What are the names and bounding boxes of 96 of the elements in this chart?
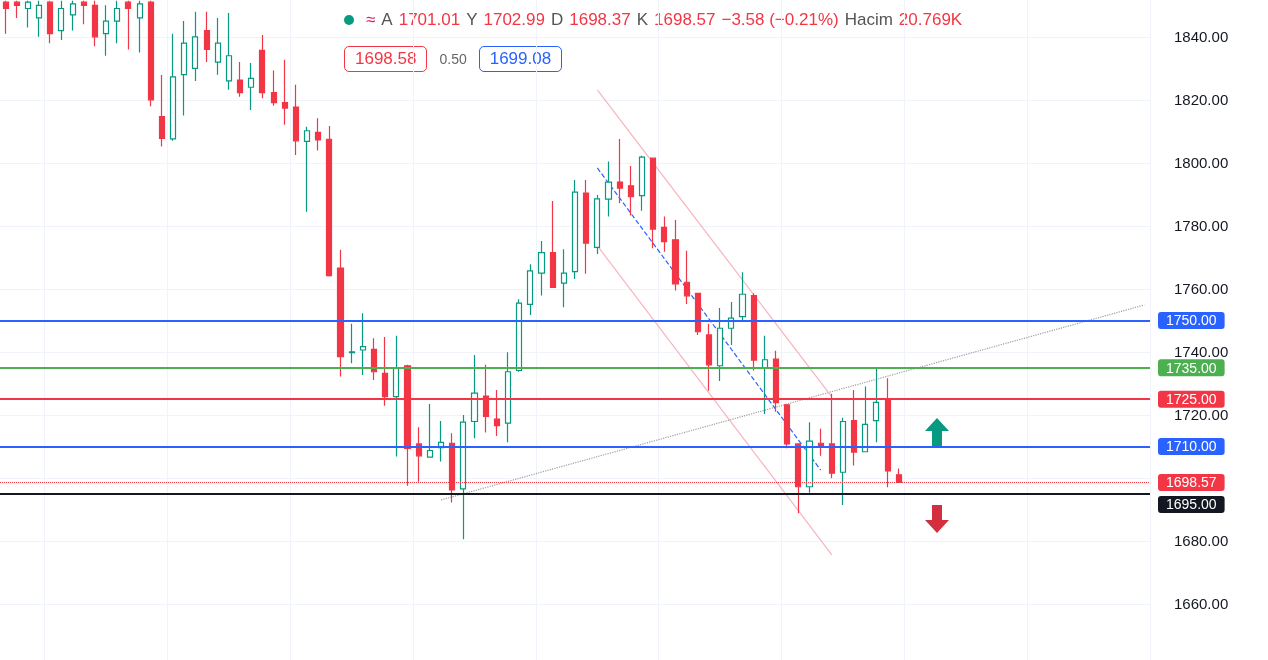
candlestick [839, 417, 847, 506]
candlestick [325, 125, 333, 278]
annotation: D [550, 10, 564, 30]
candlestick [214, 17, 222, 76]
candlestick [560, 248, 568, 308]
annotation: −3.58 (−0.21%) [721, 10, 839, 30]
candlestick [91, 0, 99, 47]
candlestick [225, 12, 233, 91]
annotation: K [636, 10, 649, 30]
candlestick [303, 126, 311, 213]
candlestick [113, 0, 121, 44]
y-tick-label: 1740.00 [1174, 343, 1229, 361]
y-tick-label: 1660.00 [1174, 595, 1229, 613]
candlestick [46, 0, 54, 44]
candlestick [102, 4, 110, 57]
y-tick-label: 1840.00 [1174, 28, 1229, 46]
candlestick [761, 335, 769, 415]
candlestick [783, 404, 791, 449]
candlestick [537, 240, 546, 297]
candlestick [392, 335, 400, 458]
candlestick [504, 351, 512, 443]
candlestick [627, 165, 635, 217]
ref-line-label: 1725.00 [1166, 391, 1217, 408]
annotation: 1698.37 [569, 10, 631, 30]
candlestick [13, 0, 21, 19]
annotation: ≈ [366, 10, 376, 30]
y-tick-label: 1780.00 [1174, 217, 1229, 235]
annotation: 1698.58 [344, 46, 428, 72]
candlestick [470, 354, 479, 439]
candlestick [649, 157, 657, 249]
candlestick [582, 179, 590, 275]
annotation: 0.50 [439, 51, 467, 67]
candlestick [817, 428, 825, 457]
candlestick [549, 200, 557, 288]
ref-line-label: 1695.00 [1166, 496, 1217, 513]
candlestick [180, 20, 188, 117]
candlestick [258, 34, 266, 99]
candlestick [69, 0, 77, 32]
candlestick [281, 59, 289, 126]
candlestick [2, 0, 10, 35]
ref-line-label: 1735.00 [1166, 359, 1217, 376]
candlestick [660, 215, 668, 253]
candlestick [247, 62, 255, 111]
candlestick [314, 117, 322, 152]
candlestick [738, 271, 747, 322]
candlestick [136, 0, 144, 54]
candlestick [861, 385, 869, 453]
candlestick [716, 307, 724, 382]
ref-line-label: 1710.00 [1166, 438, 1217, 455]
annotation: 20.769K [898, 10, 963, 30]
candlestick [683, 250, 691, 305]
y-tick-label: 1820.00 [1174, 91, 1229, 109]
candlestick [80, 0, 88, 25]
ref-line-label: 1750.00 [1166, 312, 1217, 329]
candlestick [24, 0, 32, 29]
candlestick [459, 414, 467, 540]
candlestick [671, 219, 680, 292]
candlestick [124, 0, 132, 51]
candlestick [694, 292, 702, 336]
candlestick [158, 74, 166, 148]
candlestick [593, 194, 601, 255]
candlestick [872, 367, 880, 443]
candlestick [571, 179, 579, 280]
candlestick [750, 292, 758, 372]
y-tick-label: 1800.00 [1174, 154, 1229, 172]
candlestick [638, 155, 646, 212]
candlestick [426, 403, 434, 458]
annotation: 1699.08 [478, 46, 563, 72]
candlestick [203, 11, 211, 63]
candlestick [270, 69, 278, 107]
candlestick [57, 0, 65, 41]
candlestick [515, 298, 523, 373]
candlestick [169, 33, 177, 142]
candlestick [526, 263, 534, 316]
annotation: Y [466, 10, 478, 30]
candlestick [705, 323, 713, 392]
candlestick [805, 421, 814, 494]
annotation: Hacim [844, 10, 893, 30]
candlestick [292, 84, 300, 156]
candlestick [35, 0, 43, 38]
y-tick-label: 1680.00 [1174, 532, 1229, 550]
annotation: 1702.99 [483, 10, 545, 30]
candlestick [147, 0, 155, 107]
candlestick [348, 323, 356, 364]
candlestick [604, 161, 613, 218]
annotation: 1701.01 [398, 10, 461, 30]
candlestick [359, 312, 367, 376]
candlestick [370, 337, 378, 381]
y-tick-label: 1720.00 [1174, 406, 1229, 424]
candlestick [616, 138, 624, 204]
candlestick [336, 249, 345, 378]
ref-line-label: 1698.57 [1166, 474, 1217, 491]
candlestick [191, 11, 199, 82]
candlestick [236, 61, 244, 98]
y-tick-label: 1760.00 [1174, 280, 1229, 298]
annotation: A [381, 10, 393, 30]
